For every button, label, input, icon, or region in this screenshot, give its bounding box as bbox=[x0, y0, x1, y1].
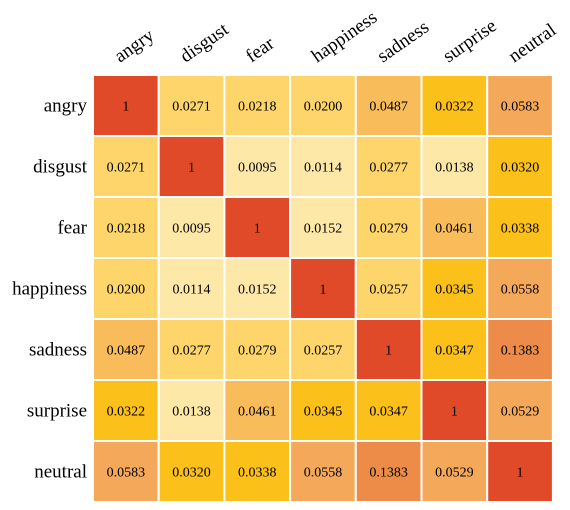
cell-value-label: 1 bbox=[254, 222, 261, 237]
heatmap-cell-neutral-happiness bbox=[289, 440, 357, 503]
heatmap-cell-surprise-angry bbox=[92, 379, 160, 442]
cell-value-label: 0.0322 bbox=[107, 405, 146, 420]
heatmap-cell-neutral-neutral bbox=[486, 440, 554, 503]
heatmap-cell-happiness-disgust bbox=[157, 257, 226, 320]
cell-value-label: 1 bbox=[451, 405, 458, 420]
column-label-happiness: happiness bbox=[308, 7, 381, 67]
cell-value-label: 0.0138 bbox=[172, 405, 211, 420]
cell-value-label: 0.0347 bbox=[369, 405, 408, 420]
cell-value-label: 1 bbox=[517, 466, 524, 481]
heatmap-cell-neutral-surprise bbox=[420, 440, 489, 503]
cell-value-label: 0.0138 bbox=[435, 161, 474, 176]
heatmap-cell-disgust-angry bbox=[92, 135, 160, 198]
heatmap-cell-sadness-angry bbox=[92, 318, 160, 381]
column-label-surprise: surprise bbox=[439, 15, 500, 67]
heatmap-cell-happiness-surprise bbox=[420, 257, 489, 320]
cell-value-label: 0.0347 bbox=[435, 344, 474, 359]
row-label-fear: fear bbox=[57, 218, 87, 239]
cell-value-label: 0.0558 bbox=[501, 283, 540, 298]
heatmap-cell-labels: 1 0.0271 0.0218 0.0200 0.0487 0.0322 0.0583 0.0… bbox=[107, 100, 540, 481]
cell-value-label: 0.0558 bbox=[304, 466, 343, 481]
column-label-disgust: disgust bbox=[176, 19, 233, 68]
cell-value-label: 1 bbox=[319, 283, 326, 298]
heatmap-cell-fear-disgust bbox=[157, 196, 226, 259]
cell-value-label: 0.0279 bbox=[238, 344, 277, 359]
cell-value-label: 0.1383 bbox=[501, 344, 540, 359]
cell-value-label: 0.0277 bbox=[369, 161, 408, 176]
heatmap-cells bbox=[92, 74, 554, 503]
cell-value-label: 0.0114 bbox=[173, 283, 211, 298]
heatmap-cell-disgust-sadness bbox=[354, 135, 423, 198]
cell-value-label: 1 bbox=[385, 344, 392, 359]
cell-value-label: 0.0200 bbox=[107, 283, 146, 298]
heatmap-cell-fear-surprise bbox=[420, 196, 489, 259]
cell-value-label: 0.1383 bbox=[369, 466, 408, 481]
heatmap-cell-sadness-fear bbox=[223, 318, 292, 381]
heatmap-cell-surprise-disgust bbox=[157, 379, 226, 442]
row-label-neutral: neutral bbox=[34, 462, 87, 483]
heatmap-cell-neutral-sadness bbox=[354, 440, 423, 503]
cell-value-label: 0.0218 bbox=[238, 100, 277, 115]
cell-value-label: 0.0583 bbox=[107, 466, 146, 481]
cell-value-label: 0.0529 bbox=[435, 466, 474, 481]
heatmap-cell-happiness-angry bbox=[92, 257, 160, 320]
heatmap-cell-angry-surprise bbox=[420, 74, 489, 137]
column-label-sadness: sadness bbox=[373, 17, 433, 68]
cell-value-label: 0.0487 bbox=[369, 100, 408, 115]
cell-value-label: 0.0271 bbox=[172, 100, 211, 115]
cell-value-label: 0.0271 bbox=[107, 161, 146, 176]
cell-value-label: 0.0322 bbox=[435, 100, 474, 115]
cell-value-label: 0.0345 bbox=[304, 405, 343, 420]
cell-value-label: 0.0095 bbox=[238, 161, 277, 176]
cell-value-label: 0.0277 bbox=[172, 344, 211, 359]
cell-value-label: 0.0583 bbox=[501, 100, 540, 115]
heatmap-cell-angry-angry bbox=[92, 74, 160, 137]
cell-value-label: 0.0257 bbox=[369, 283, 408, 298]
cell-value-label: 1 bbox=[188, 161, 195, 176]
heatmap-cell-surprise-neutral bbox=[486, 379, 554, 442]
cell-value-label: 1 bbox=[122, 100, 129, 115]
row-label-happiness: happiness bbox=[12, 279, 87, 300]
row-label-sadness: sadness bbox=[29, 340, 87, 361]
cell-value-label: 0.0200 bbox=[304, 100, 343, 115]
cell-value-label: 0.0461 bbox=[435, 222, 474, 237]
row-label-disgust: disgust bbox=[33, 157, 88, 178]
cell-value-label: 0.0257 bbox=[304, 344, 343, 359]
cell-value-label: 0.0320 bbox=[501, 161, 540, 176]
heatmap-cell-disgust-neutral bbox=[486, 135, 554, 198]
cell-value-label: 0.0152 bbox=[238, 283, 277, 298]
cell-value-label: 0.0487 bbox=[107, 344, 146, 359]
heatmap-cell-disgust-fear bbox=[223, 135, 292, 198]
cell-value-label: 0.0114 bbox=[304, 161, 342, 176]
cell-value-label: 0.0461 bbox=[238, 405, 277, 420]
cell-value-label: 0.0320 bbox=[172, 466, 211, 481]
heatmap-cell-fear-neutral bbox=[486, 196, 554, 259]
cell-value-label: 0.0345 bbox=[435, 283, 474, 298]
cell-value-label: 0.0529 bbox=[501, 405, 540, 420]
column-label-fear: fear bbox=[242, 33, 279, 68]
row-label-angry: angry bbox=[44, 96, 88, 117]
heatmap-cell-neutral-fear bbox=[223, 440, 292, 503]
heatmap-cell-fear-sadness bbox=[354, 196, 423, 259]
heatmap-cell-angry-disgust bbox=[157, 74, 226, 137]
cell-value-label: 0.0338 bbox=[238, 466, 277, 481]
cell-value-label: 0.0218 bbox=[107, 222, 146, 237]
column-label-angry: angry bbox=[111, 25, 159, 67]
row-labels: angry disgust fear happiness sadness surprise… bbox=[12, 96, 88, 483]
cell-value-label: 0.0338 bbox=[501, 222, 540, 237]
cell-value-label: 0.0152 bbox=[304, 222, 343, 237]
cell-value-label: 0.0279 bbox=[369, 222, 408, 237]
column-label-neutral: neutral bbox=[505, 20, 560, 67]
cell-value-label: 0.0095 bbox=[172, 222, 211, 237]
row-label-surprise: surprise bbox=[27, 401, 87, 422]
heatmap-cell-fear-fear bbox=[223, 196, 292, 259]
